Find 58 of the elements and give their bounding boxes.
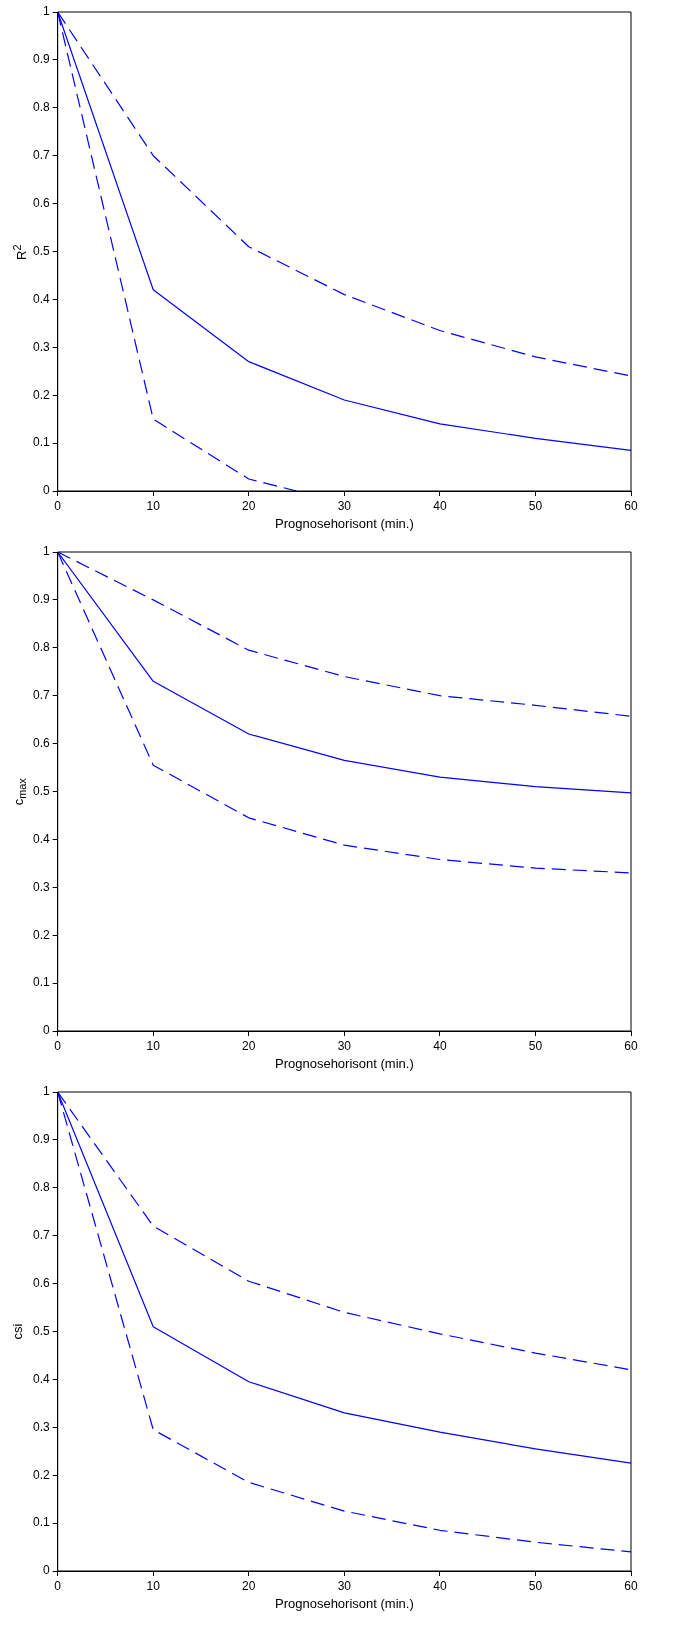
- y-tick-label: 0.8: [32, 1180, 50, 1195]
- x-tick-label: 40: [433, 498, 447, 513]
- y-tick-label: 0.2: [32, 927, 50, 942]
- y-tick-label: 0.5: [32, 783, 50, 798]
- y-tick-label: 0.6: [32, 1275, 50, 1290]
- x-tick-label: 10: [146, 498, 161, 513]
- y-tick-label: 0.9: [32, 592, 50, 607]
- x-tick-label: 0: [54, 498, 62, 513]
- y-tick-label: 0.2: [32, 1467, 50, 1482]
- x-tick-label: 10: [146, 1038, 161, 1053]
- y-tick-label: 0: [42, 1023, 50, 1038]
- y-tick-label: 0.1: [32, 975, 50, 990]
- y-tick-label: 0.9: [32, 1132, 50, 1147]
- y-tick-label: 0.3: [32, 1419, 50, 1434]
- y-tick-label: 0.8: [32, 640, 50, 655]
- y-tick-label: 0.7: [32, 1228, 50, 1243]
- y-tick-label: 0.5: [32, 1323, 50, 1338]
- x-tick-label: 50: [528, 1578, 543, 1593]
- y-axis-title: csi: [9, 1323, 25, 1340]
- x-tick-label: 20: [242, 1578, 256, 1593]
- x-tick-label: 20: [242, 498, 256, 513]
- x-tick-label: 50: [528, 498, 543, 513]
- y-tick-label: 0.6: [32, 195, 50, 210]
- y-tick-label: 0.9: [32, 52, 50, 67]
- x-tick-label: 50: [528, 1038, 543, 1053]
- x-tick-label: 40: [433, 1038, 447, 1053]
- y-tick-label: 0.4: [32, 1371, 50, 1386]
- y-tick-label: 0.3: [32, 339, 50, 354]
- x-tick-label: 40: [433, 1578, 447, 1593]
- x-tick-label: 60: [624, 1038, 638, 1053]
- x-tick-label: 30: [337, 498, 352, 513]
- y-tick-label: 0.8: [32, 100, 50, 115]
- y-tick-label: 0: [42, 1563, 50, 1578]
- y-tick-label: 0.4: [32, 291, 50, 306]
- x-tick-label: 60: [624, 1578, 638, 1593]
- y-tick-label: 0.2: [32, 387, 50, 402]
- x-axis-title: Prognosehorisont (min.): [274, 515, 414, 531]
- y-tick-label: 0.7: [32, 148, 50, 163]
- y-tick-label: 0.4: [32, 831, 50, 846]
- x-tick-label: 60: [624, 498, 638, 513]
- y-tick-label: 1: [42, 4, 50, 19]
- x-tick-label: 30: [337, 1038, 352, 1053]
- x-axis-title: Prognosehorisont (min.): [274, 1595, 414, 1611]
- x-tick-label: 0: [54, 1578, 62, 1593]
- y-tick-label: 0: [42, 483, 50, 498]
- x-tick-label: 0: [54, 1038, 62, 1053]
- y-tick-label: 0.1: [32, 435, 50, 450]
- y-tick-label: 0.7: [32, 688, 50, 703]
- y-tick-label: 1: [42, 544, 50, 559]
- x-tick-label: 20: [242, 1038, 256, 1053]
- y-tick-label: 0.3: [32, 879, 50, 894]
- y-tick-label: 0.1: [32, 1515, 50, 1530]
- y-tick-label: 0.6: [32, 735, 50, 750]
- x-axis-title: Prognosehorisont (min.): [274, 1055, 414, 1071]
- x-tick-label: 10: [146, 1578, 161, 1593]
- x-tick-label: 30: [337, 1578, 352, 1593]
- y-tick-label: 0.5: [32, 243, 50, 258]
- y-tick-label: 1: [42, 1084, 50, 1099]
